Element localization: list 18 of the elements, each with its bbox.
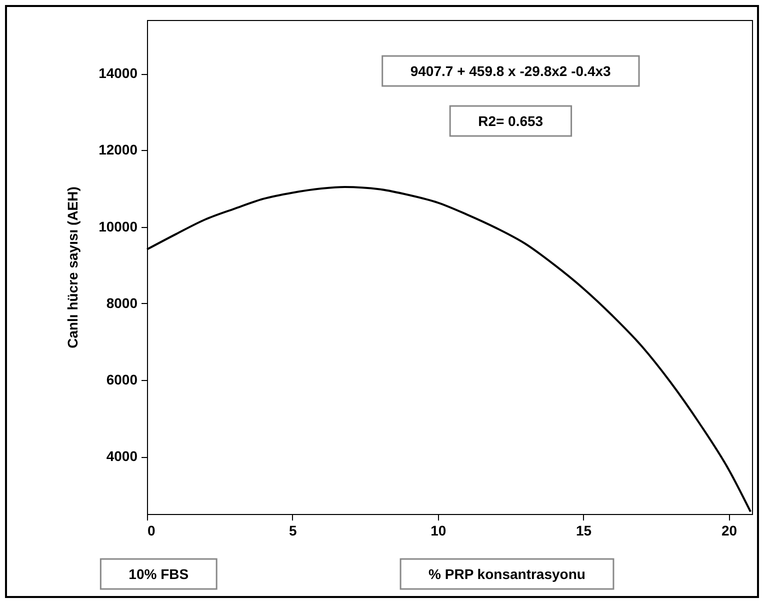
x-tick-label: 5	[289, 522, 298, 538]
line-series	[146, 186, 752, 513]
y-axis-title: Canlı hücre sayısı (AEH)	[64, 186, 81, 348]
x-tick-label: 20	[721, 522, 738, 538]
annotation: 9407.7 + 459.8 x -29.8x2 -0.4x3	[410, 63, 612, 79]
x-tick-label: 0	[148, 522, 156, 538]
y-tick-label: 4000	[106, 448, 138, 464]
y-tick-label: 8000	[106, 294, 138, 311]
y-tick-label: 12000	[98, 142, 138, 158]
x-tick-label: 10	[430, 522, 446, 538]
x-axis-title: % PRP konsantrasyonu	[428, 566, 586, 582]
y-tick-label: 6000	[106, 371, 138, 388]
picture-frame: 0 5 10 15 20 4000 6000 8000 10000 12000 14000 Canlı hücre sayısı (AEH) 9407.7 + 459.8 x -29.8x2 -0.4x3 R2= 0.653 10% FBS % PRP konsantrasyonu	[5, 5, 759, 598]
x-tick-label: 15	[576, 522, 592, 538]
annotation: R2= 0.653	[478, 113, 544, 129]
text: 10% FBS	[128, 566, 189, 582]
y-tick-label: 14000	[98, 65, 138, 82]
y-tick-label: 10000	[98, 218, 138, 234]
